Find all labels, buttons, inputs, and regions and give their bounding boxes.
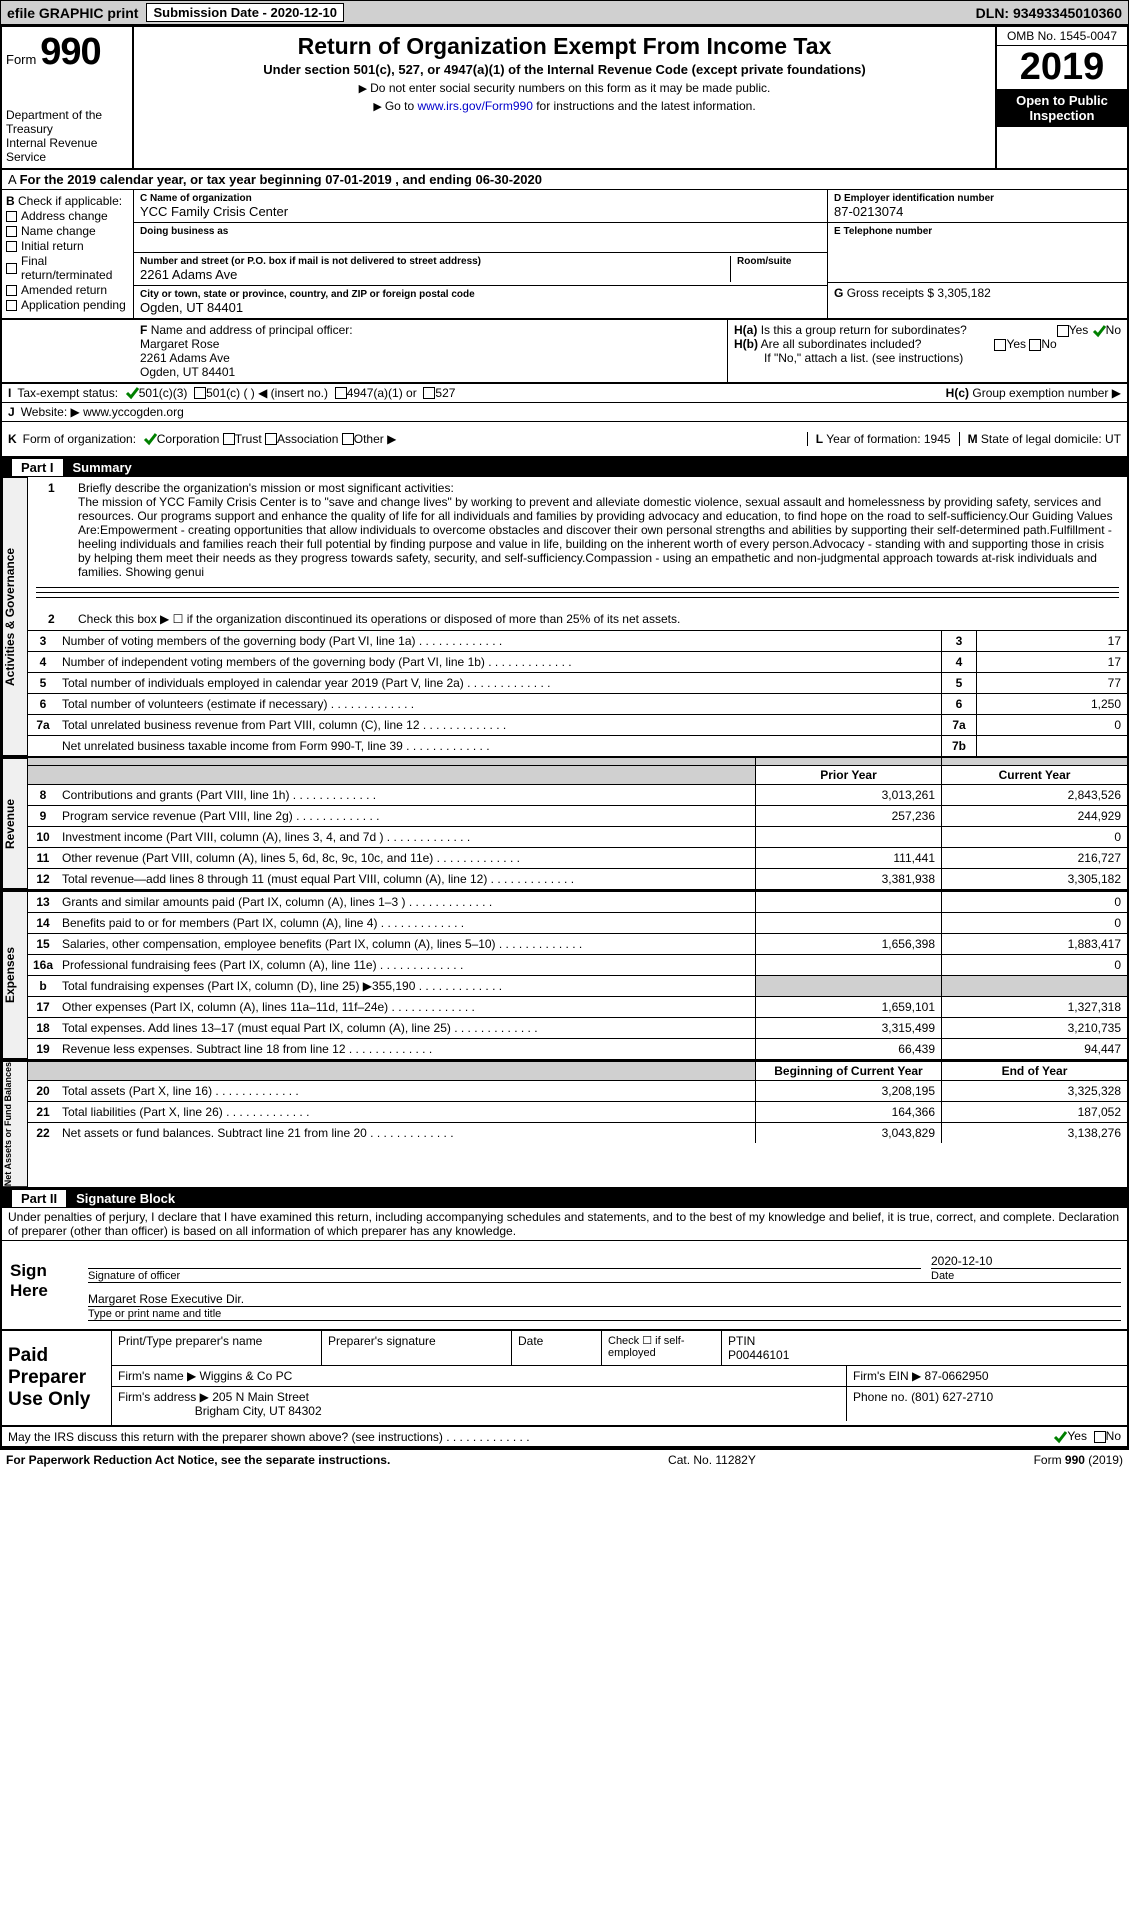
mission-text: The mission of YCC Family Crisis Center …: [78, 495, 1113, 579]
dln: DLN: 93493345010360: [976, 5, 1122, 21]
top-bar: efile GRAPHIC print Submission Date - 20…: [0, 0, 1129, 25]
irs-link[interactable]: www.irs.gov/Form990: [418, 99, 533, 113]
table-row: 11 Other revenue (Part VIII, column (A),…: [28, 847, 1127, 868]
ein: 87-0213074: [834, 204, 1121, 219]
period-row: A For the 2019 calendar year, or tax yea…: [2, 170, 1127, 190]
table-row: 8 Contributions and grants (Part VIII, l…: [28, 784, 1127, 805]
website: www.yccogden.org: [83, 405, 184, 419]
table-row: 10 Investment income (Part VIII, column …: [28, 826, 1127, 847]
year-formation: 1945: [924, 432, 951, 446]
vlabel-ag: Activities & Governance: [3, 478, 27, 755]
form-number: 990: [40, 31, 100, 73]
table-row: 4 Number of independent voting members o…: [28, 651, 1127, 672]
table-row: 14 Benefits paid to or for members (Part…: [28, 912, 1127, 933]
firm-name: Wiggins & Co PC: [200, 1369, 293, 1383]
vlabel-exp: Expenses: [3, 892, 27, 1058]
part1-bar: Part ISummary: [2, 458, 1127, 477]
efile-label: efile GRAPHIC print: [7, 5, 138, 21]
sign-here: Sign Here Signature of officer 2020-12-1…: [2, 1241, 1127, 1331]
table-row: 20 Total assets (Part X, line 16) 3,208,…: [28, 1080, 1127, 1101]
tax-year: 2019: [997, 46, 1127, 89]
department: Department of the Treasury Internal Reve…: [6, 108, 128, 164]
note-link: Go to www.irs.gov/Form990 for instructio…: [144, 99, 985, 113]
vlabel-rev: Revenue: [3, 759, 27, 888]
title-cell: Return of Organization Exempt From Incom…: [134, 27, 995, 168]
expenses-section: Expenses 13 Grants and similar amounts p…: [2, 891, 1127, 1061]
table-row: 3 Number of voting members of the govern…: [28, 630, 1127, 651]
firm-phone: (801) 627-2710: [911, 1390, 993, 1404]
table-row: 19 Revenue less expenses. Subtract line …: [28, 1038, 1127, 1059]
main-title: Return of Organization Exempt From Incom…: [144, 33, 985, 60]
table-row: 15 Salaries, other compensation, employe…: [28, 933, 1127, 954]
form-org-row: KForm of organization: Corporation Trust…: [2, 422, 1127, 458]
street: 2261 Adams Ave: [140, 267, 724, 282]
netassets-section: Net Assets or Fund Balances Beginning of…: [2, 1061, 1127, 1189]
table-row: Net unrelated business taxable income fr…: [28, 735, 1127, 756]
check-icon: [1053, 1430, 1067, 1444]
discuss-row: May the IRS discuss this return with the…: [2, 1427, 1127, 1448]
table-row: 21 Total liabilities (Part X, line 26) 1…: [28, 1101, 1127, 1122]
part2-bar: Part IISignature Block: [2, 1189, 1127, 1208]
officer-grid: F Name and address of principal officer:…: [2, 320, 1127, 384]
note-ssn: Do not enter social security numbers on …: [144, 81, 985, 95]
mission-area: 1Briefly describe the organization's mis…: [28, 477, 1127, 583]
table-row: 12 Total revenue—add lines 8 through 11 …: [28, 868, 1127, 889]
form-container: Form 990 Department of the Treasury Inte…: [0, 25, 1129, 1450]
paid-preparer: Paid Preparer Use Only Print/Type prepar…: [2, 1331, 1127, 1427]
col-mid: C Name of organization YCC Family Crisis…: [134, 190, 827, 318]
table-row: 9 Program service revenue (Part VIII, li…: [28, 805, 1127, 826]
table-row: 7a Total unrelated business revenue from…: [28, 714, 1127, 735]
officer-name-title: Margaret Rose Executive Dir.: [88, 1292, 244, 1306]
firm-addr2: Brigham City, UT 84302: [195, 1404, 322, 1418]
officer: Margaret Rose 2261 Adams Ave Ogden, UT 8…: [140, 337, 721, 379]
table-row: 17 Other expenses (Part IX, column (A), …: [28, 996, 1127, 1017]
org-name: YCC Family Crisis Center: [140, 204, 821, 219]
vlabel-nab: Net Assets or Fund Balances: [3, 1062, 27, 1186]
year-cell: OMB No. 1545-0047 2019 Open to Public In…: [995, 27, 1127, 168]
subtitle: Under section 501(c), 527, or 4947(a)(1)…: [144, 62, 985, 77]
table-row: 13 Grants and similar amounts paid (Part…: [28, 891, 1127, 912]
penalty-text: Under penalties of perjury, I declare th…: [2, 1208, 1127, 1241]
activities-section: Activities & Governance 1Briefly describ…: [2, 477, 1127, 758]
city: Ogden, UT 84401: [140, 300, 821, 315]
ptin: P00446101: [728, 1348, 789, 1362]
domicile: UT: [1105, 432, 1121, 446]
gross-receipts: 3,305,182: [937, 286, 990, 300]
table-row: 6 Total number of volunteers (estimate i…: [28, 693, 1127, 714]
website-row: JWebsite: ▶ www.yccogden.org: [2, 403, 1127, 422]
table-row: 18 Total expenses. Add lines 13–17 (must…: [28, 1017, 1127, 1038]
submission-date: Submission Date - 2020-12-10: [146, 3, 344, 22]
header: Form 990 Department of the Treasury Inte…: [2, 27, 1127, 170]
open-public: Open to Public Inspection: [997, 89, 1127, 127]
col-right: D Employer identification number 87-0213…: [827, 190, 1127, 318]
table-row: 16a Professional fundraising fees (Part …: [28, 954, 1127, 975]
form-word: Form: [6, 52, 36, 67]
entity-grid: B Check if applicable: Address change Na…: [2, 190, 1127, 320]
table-row: b Total fundraising expenses (Part IX, c…: [28, 975, 1127, 996]
omb: OMB No. 1545-0047: [997, 27, 1127, 46]
table-row: 5 Total number of individuals employed i…: [28, 672, 1127, 693]
form-number-cell: Form 990 Department of the Treasury Inte…: [2, 27, 134, 168]
col-b: B Check if applicable: Address change Na…: [2, 190, 134, 318]
firm-addr1: 205 N Main Street: [212, 1390, 309, 1404]
check-icon: [143, 432, 157, 446]
tax-status-row: ITax-exempt status: 501(c)(3) 501(c) ( )…: [2, 384, 1127, 403]
footer: For Paperwork Reduction Act Notice, see …: [0, 1450, 1129, 1470]
table-row: 22 Net assets or fund balances. Subtract…: [28, 1122, 1127, 1143]
check-icon: [125, 386, 139, 400]
check-icon: [1092, 324, 1106, 338]
revenue-section: Revenue Prior YearCurrent Year 8 Contrib…: [2, 758, 1127, 891]
firm-ein: 87-0662950: [925, 1369, 989, 1383]
